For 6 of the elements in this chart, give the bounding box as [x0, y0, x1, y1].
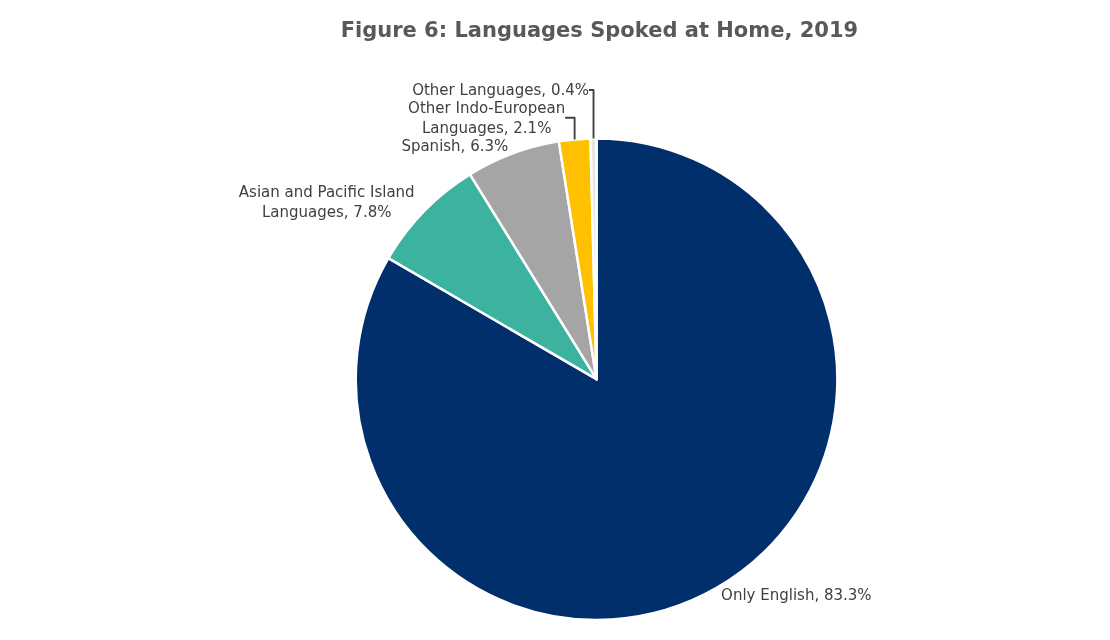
- chart-title: Figure 6: Languages Spoked at Home, 2019: [340, 18, 859, 43]
- slice-label: Other Indo-European Languages, 2.1%: [408, 99, 566, 137]
- slice-label: Only English, 83.3%: [721, 585, 872, 604]
- slice-label: Asian and Pacific Island Languages, 7.8%: [238, 183, 415, 221]
- slice-label: Spanish, 6.3%: [401, 136, 509, 155]
- slice-label: Other Languages, 0.4%: [412, 81, 590, 100]
